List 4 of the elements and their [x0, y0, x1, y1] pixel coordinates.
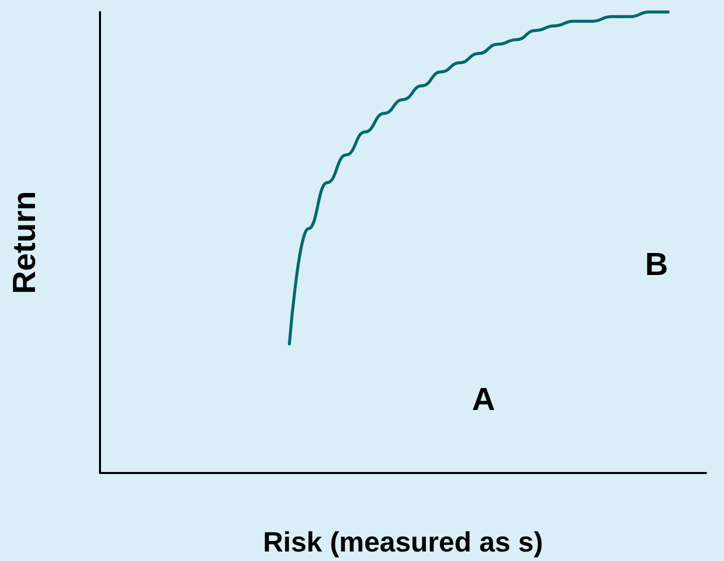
annotation: B: [645, 246, 668, 282]
annotation: A: [472, 381, 496, 417]
y-axis-title: Return: [6, 190, 42, 294]
x-axis-title: Risk (measured as s): [262, 526, 544, 558]
